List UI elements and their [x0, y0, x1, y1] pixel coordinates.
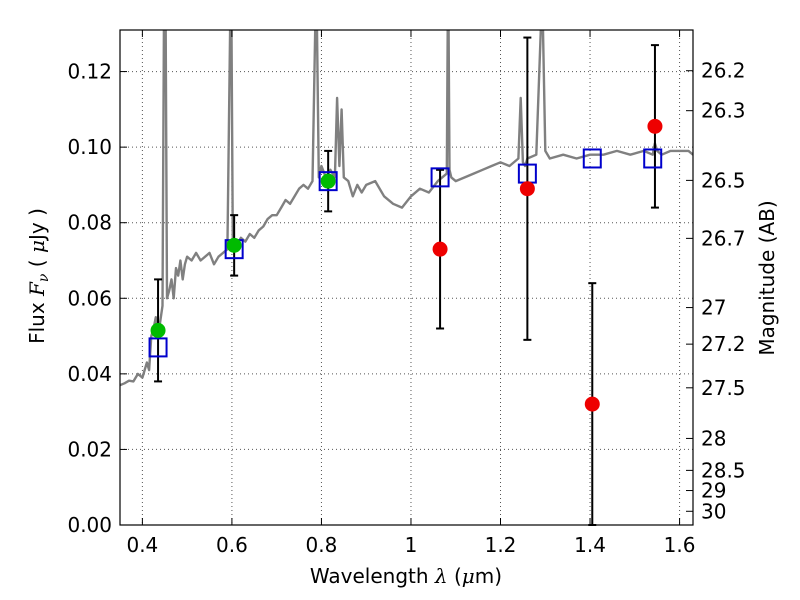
- mag-tick-label: 28: [701, 426, 726, 450]
- sed-model-layer: [120, 30, 693, 387]
- axis-ticks: 0.4 0.6 0.8 1 1.2 1.4 1.6 0.00 0.02 0.04 0.06 0.08 0…: [67, 30, 746, 557]
- measured-point: [432, 241, 448, 257]
- mag-tick-label: 30: [701, 499, 726, 523]
- y-axis-label-unit-rest: Jy ): [25, 208, 49, 242]
- mag-tick-label: 29: [701, 479, 726, 503]
- mag-tick-label: 27.2: [701, 332, 746, 356]
- mag-tick-label: 26.5: [701, 168, 746, 192]
- y-tick-label: 0.12: [67, 60, 112, 84]
- x-tick-label: 1.2: [485, 533, 517, 557]
- x-axis-label-unit-open: (: [454, 564, 462, 588]
- y-tick-label: 0.08: [67, 211, 112, 235]
- y-tick-label: 0.04: [67, 362, 112, 386]
- detection-point: [320, 173, 336, 189]
- y-axis-label-symbol: F: [25, 281, 49, 297]
- grid-lines: [120, 30, 693, 526]
- y-axis-label: Flux Fν ( μJy ): [25, 208, 52, 344]
- mag-tick-label: 27: [701, 296, 726, 320]
- x-tick-label: 0.8: [306, 533, 338, 557]
- x-axis-label-unit-rest: m): [475, 564, 502, 588]
- mag-tick-label: 26.7: [701, 226, 746, 250]
- mag-tick-label: 27.5: [701, 376, 746, 400]
- y-tick-label: 0.02: [67, 437, 112, 461]
- x-tick-label: 0.6: [216, 533, 248, 557]
- x-axis-label-text: Wavelength: [310, 564, 429, 588]
- x-tick-label: 1.6: [664, 533, 696, 557]
- x-tick-label: 1: [405, 533, 418, 557]
- model-box-marker: [643, 148, 663, 169]
- x-axis-label-symbol: λ: [434, 564, 448, 588]
- y-axis-label-unit-mu: μ: [25, 240, 49, 253]
- x-tick-label: 0.4: [126, 533, 158, 557]
- mag-tick-label: 26.2: [701, 59, 746, 83]
- plot-frame: [119, 29, 694, 526]
- y-axis-label-subscript: ν: [36, 273, 52, 282]
- x-tick-label: 1.4: [574, 533, 606, 557]
- photometry-layer: [150, 118, 663, 412]
- mag-tick-label: 26.3: [701, 99, 746, 123]
- y2-axis-label: Magnitude (AB): [755, 200, 779, 355]
- detection-point: [150, 322, 166, 338]
- sed-model-line: [120, 30, 693, 387]
- model-box-marker: [318, 171, 338, 192]
- y-tick-label: 0.06: [67, 286, 112, 310]
- x-axis-label-unit-mu: μ: [462, 564, 475, 588]
- x-axis-label: Wavelength λ (μm): [310, 564, 502, 588]
- plot-background: [120, 30, 693, 525]
- detection-point: [226, 237, 242, 253]
- measured-point: [584, 396, 600, 412]
- measured-point: [647, 118, 663, 134]
- y-axis-label-text: Flux: [25, 302, 49, 344]
- y-tick-label: 0.10: [67, 135, 112, 159]
- model-box-marker: [582, 148, 602, 169]
- measured-point: [519, 181, 535, 197]
- model-box-marker: [148, 337, 168, 358]
- y-axis-label-unit-open: (: [25, 259, 49, 267]
- model-box-marker: [430, 167, 450, 188]
- mag-tick-label: 28.5: [701, 458, 746, 482]
- y-tick-label: 0.00: [67, 513, 112, 537]
